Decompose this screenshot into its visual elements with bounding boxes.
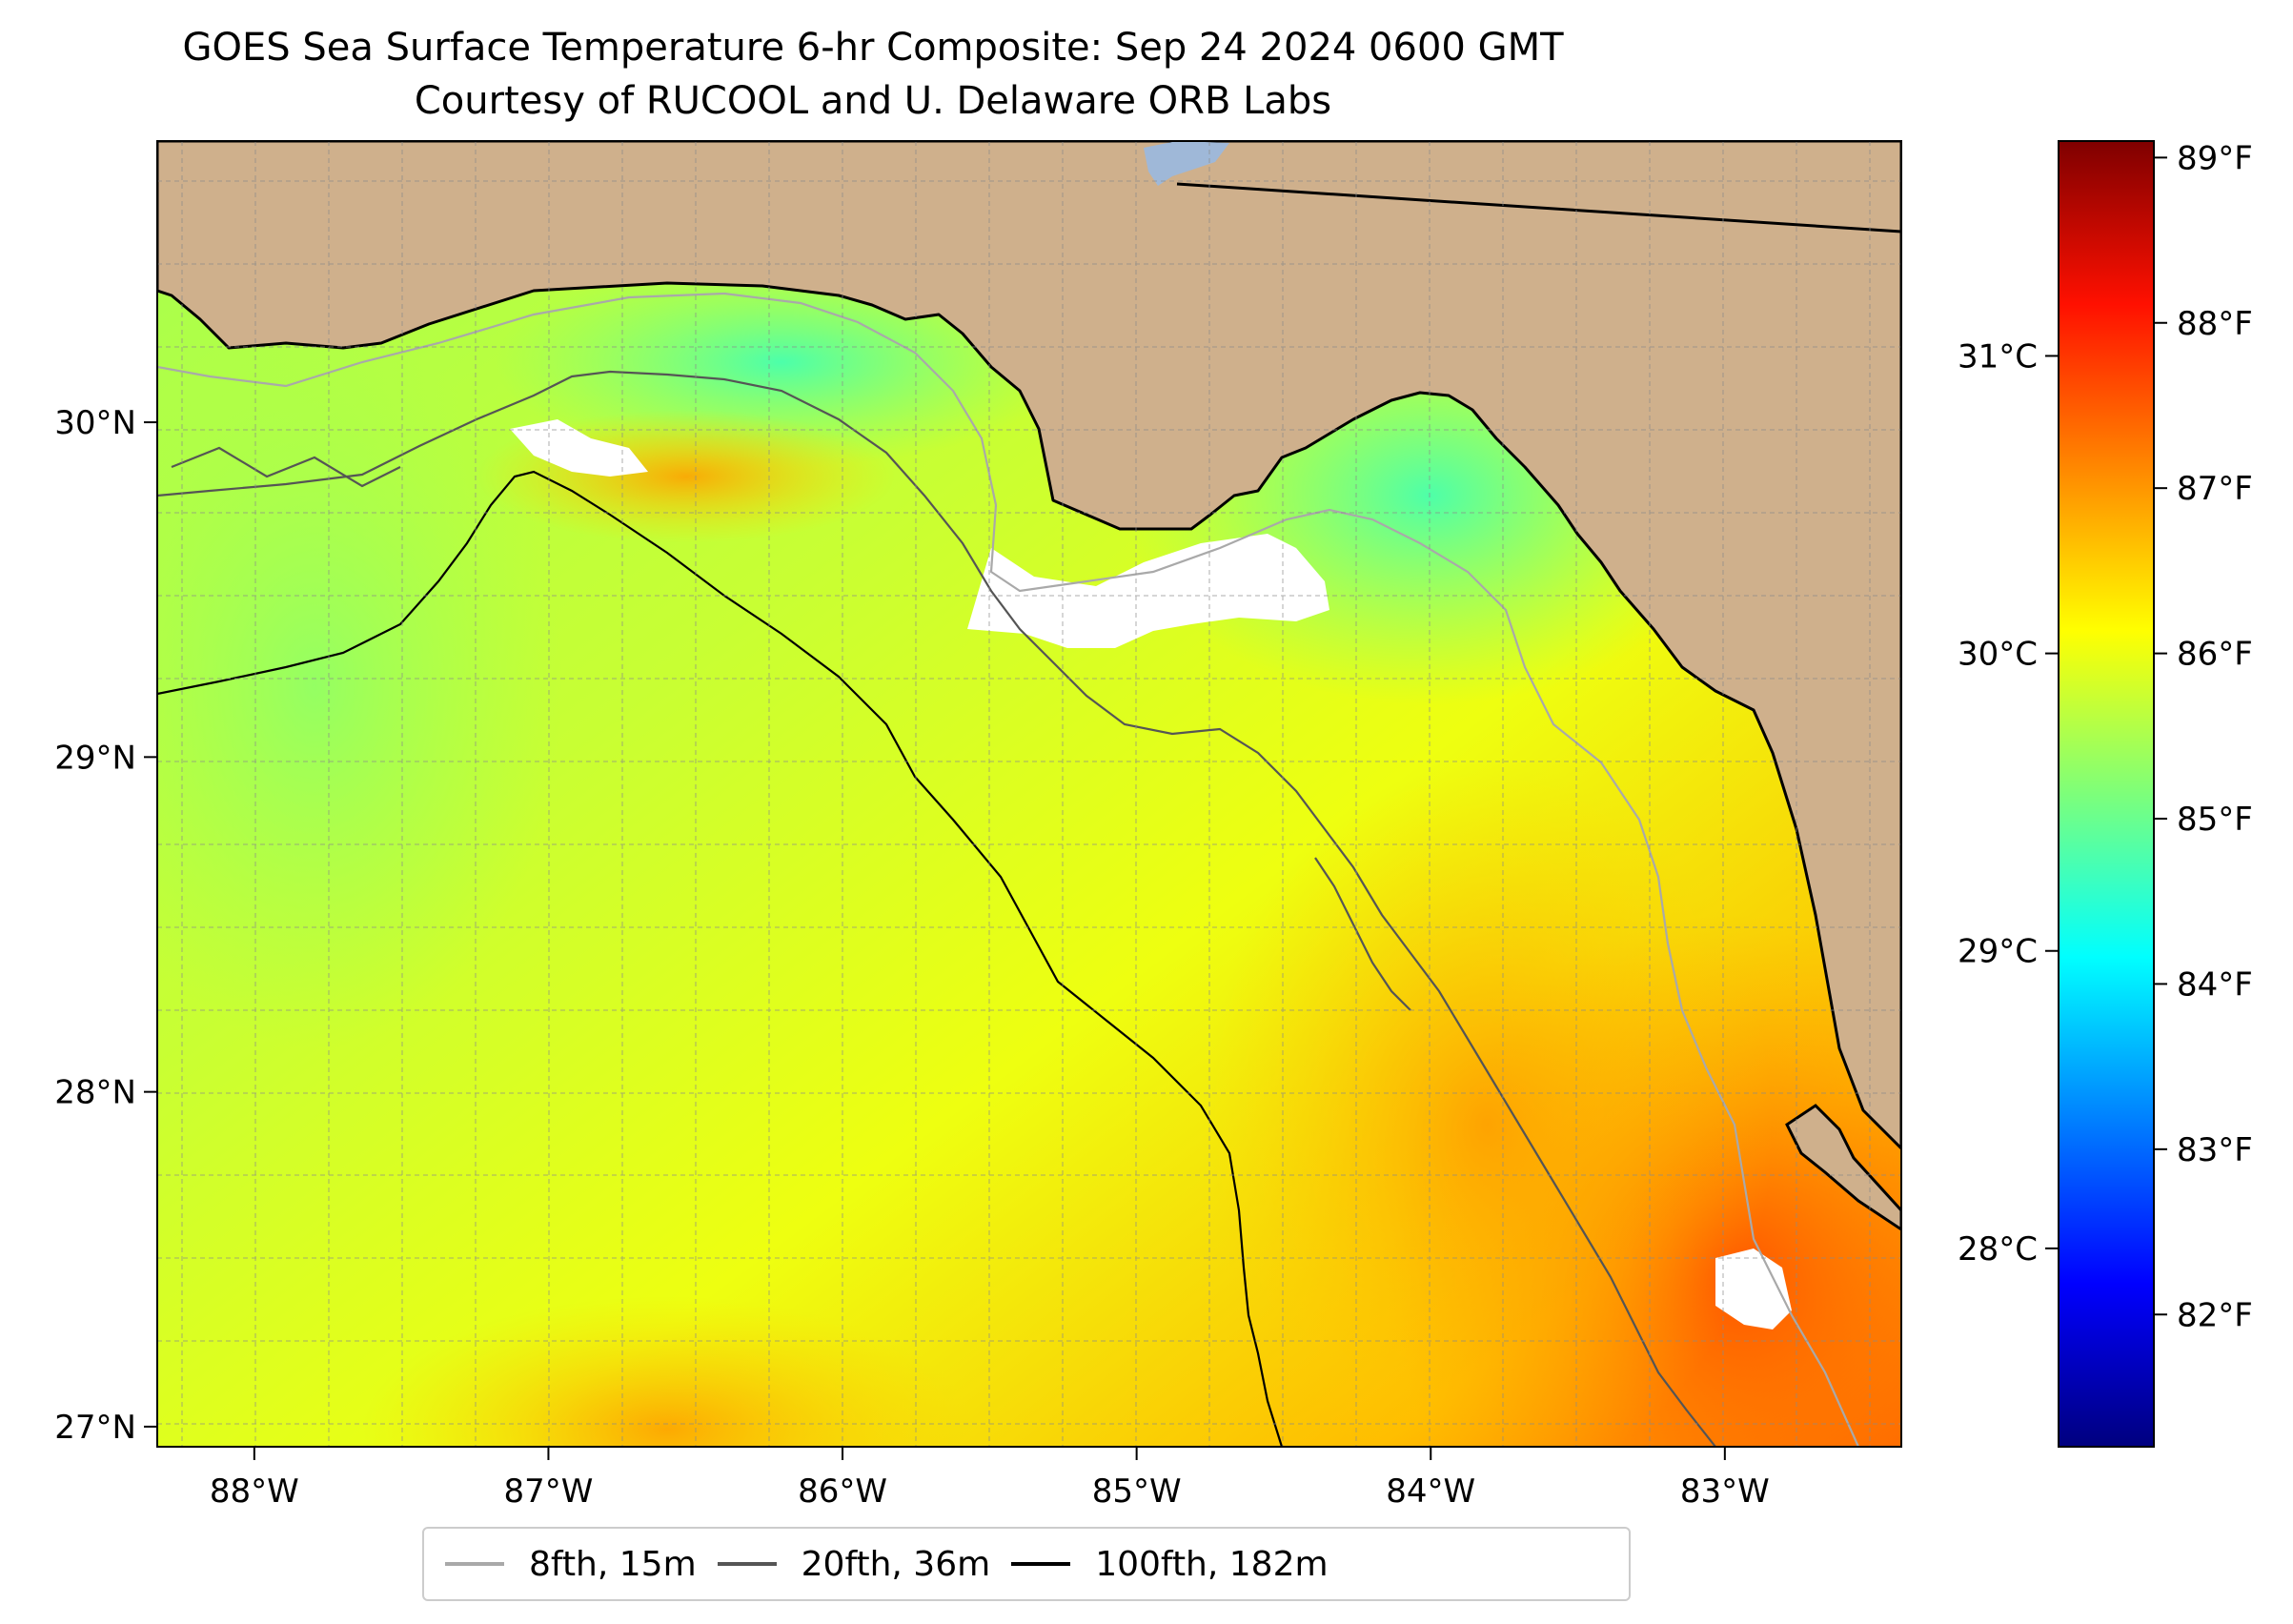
isobath-8fth [157,292,1860,1447]
legend-line-swatch [717,1562,777,1566]
legend-label: 20fth, 36m [801,1544,991,1584]
fahrenheit-tick-label: 86°F [2177,636,2253,674]
lat-tick-label: 27°N [54,1409,136,1447]
legend-line-swatch [1011,1562,1071,1566]
lon-tick-label: 84°W [1386,1472,1475,1511]
state-boundary [1176,182,1901,233]
lon-tick-label: 87°W [503,1472,593,1511]
map-gridlines [157,141,1901,1447]
tampa-bay-peninsula [1785,1104,1901,1231]
latitude-axis: 27°N 28°N 29°N 30°N [54,404,157,1447]
colorbar-fahrenheit-axis: 82°F 83°F 84°F 85°F 86°F 87°F 88°F 89°F [2154,139,2253,1334]
lat-tick-label: 29°N [54,739,136,777]
longitude-axis: 88°W 87°W 86°W 85°W 84°W 83°W [210,1447,1770,1511]
cloud-gap-tampa [1715,1248,1792,1330]
fahrenheit-tick-label: 89°F [2177,139,2253,177]
fahrenheit-tick-label: 87°F [2177,470,2253,508]
cloud-gap-pensacola [510,419,648,477]
legend-item: 8fth, 15m [424,1545,697,1584]
celsius-tick-label: 30°C [1958,636,2038,674]
lon-tick-label: 86°W [798,1472,887,1511]
fahrenheit-tick-label: 85°F [2177,801,2253,839]
fahrenheit-tick-label: 83°F [2177,1131,2253,1169]
celsius-tick-label: 29°C [1958,933,2038,971]
colorbar-gradient [2059,141,2154,1447]
isobath-legend: 8fth, 15m 20fth, 36m 100fth, 182m [422,1527,1631,1601]
land-mass [157,141,1901,1150]
colorbar-celsius-axis: 28°C 29°C 30°C 31°C [1958,337,2059,1269]
legend-item: 20fth, 36m [697,1544,991,1584]
legend-label: 100fth, 182m [1095,1544,1329,1584]
lon-tick-label: 88°W [210,1472,299,1511]
legend-item: 100fth, 182m [990,1544,1329,1584]
celsius-tick-label: 31°C [1958,337,2038,376]
cloud-gap-apalachicola [967,534,1329,648]
chart-title: GOES Sea Surface Temperature 6-hr Compos… [182,26,1564,70]
lon-tick-label: 85°W [1092,1472,1182,1511]
warm-water-southwest [362,1296,972,1447]
map-frame [156,140,1902,1448]
lake-seminole [1144,141,1229,186]
isobath-20fth [157,370,1716,1447]
fahrenheit-tick-label: 82°F [2177,1296,2253,1334]
lat-tick-label: 28°N [54,1074,136,1112]
fahrenheit-tick-label: 84°F [2177,965,2253,1004]
colorbar-frame [2058,140,2155,1448]
warm-water-south [1201,762,1773,1447]
cool-water-west [157,324,562,1048]
legend-line-swatch [445,1562,504,1566]
lon-tick-label: 83°W [1680,1472,1770,1511]
celsius-tick-label: 28°C [1958,1230,2038,1269]
chart-subtitle: Courtesy of RUCOOL and U. Delaware ORB L… [414,79,1332,123]
lat-tick-label: 30°N [54,404,136,442]
fahrenheit-tick-label: 88°F [2177,305,2253,343]
isobath-100fth [157,470,1284,1447]
legend-label: 8fth, 15m [529,1544,697,1584]
